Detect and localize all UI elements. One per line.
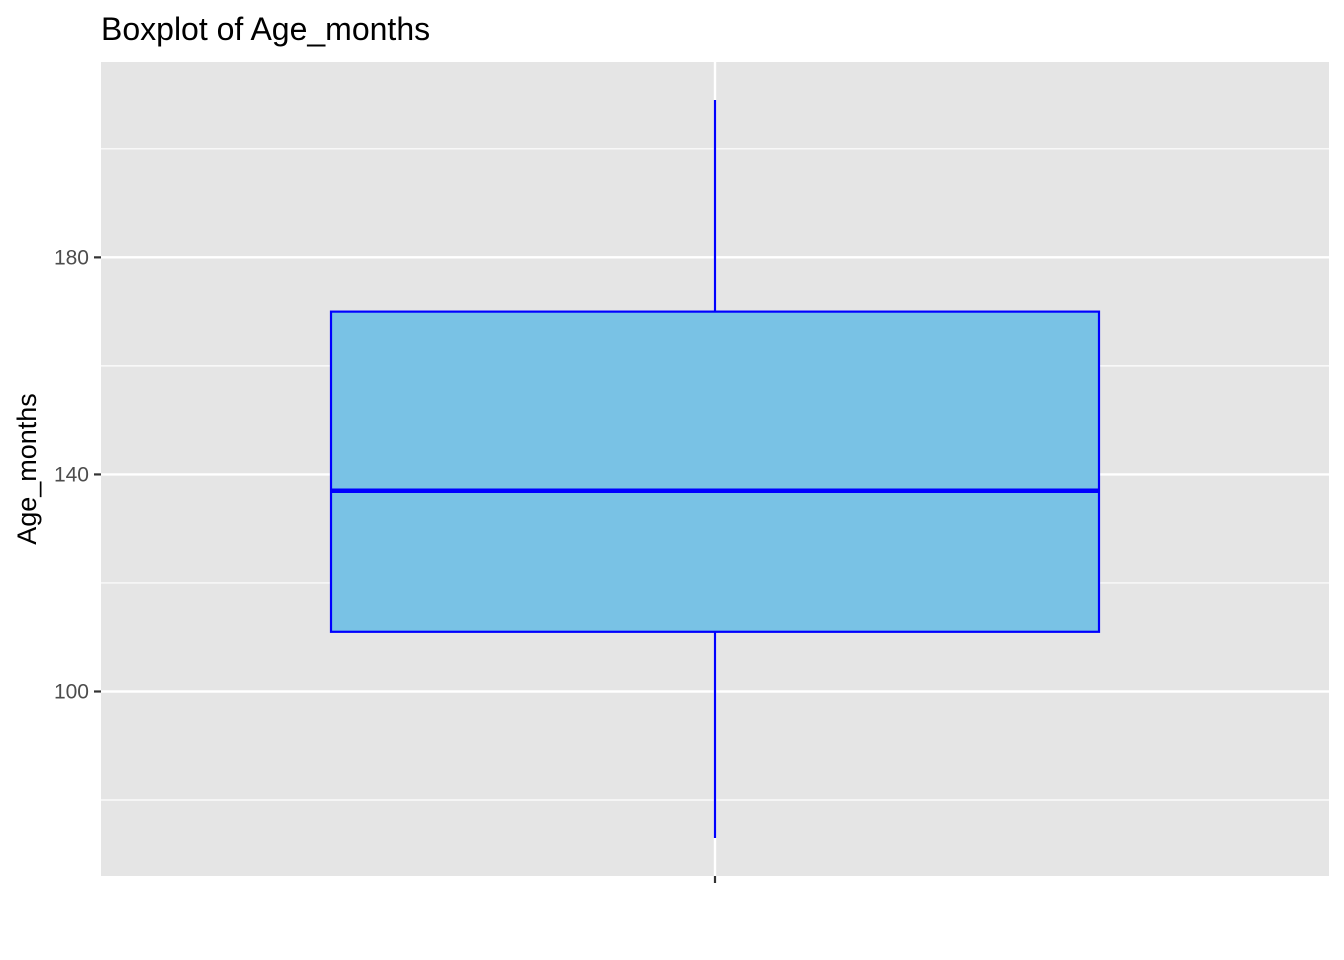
y-tick-label: 140 <box>54 463 89 486</box>
y-axis-title: Age_months <box>12 393 42 545</box>
chart-title: Boxplot of Age_months <box>101 11 430 47</box>
box-iqr <box>329 310 1101 633</box>
boxplot-group <box>329 99 1101 839</box>
y-tick-label: 100 <box>54 680 89 703</box>
y-axis-ticks: 100 140 180 <box>54 246 101 703</box>
y-tick-label: 180 <box>54 246 89 269</box>
